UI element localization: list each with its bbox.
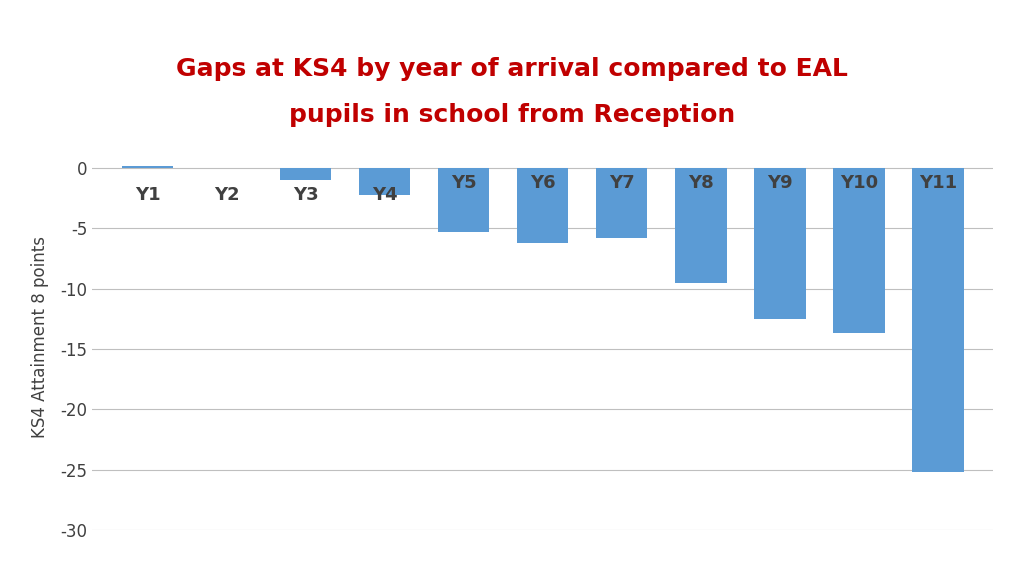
- Bar: [754, 168, 806, 319]
- Bar: [359, 168, 411, 195]
- Text: Y7: Y7: [609, 174, 635, 192]
- Text: Y5: Y5: [451, 174, 476, 192]
- Bar: [675, 168, 726, 283]
- Bar: [517, 168, 568, 243]
- Text: Y2: Y2: [214, 186, 240, 204]
- Text: Y3: Y3: [293, 186, 318, 204]
- Bar: [834, 168, 885, 334]
- Text: Y6: Y6: [529, 174, 556, 192]
- Bar: [122, 166, 173, 168]
- Text: Y11: Y11: [919, 174, 957, 192]
- Text: Y10: Y10: [840, 174, 878, 192]
- Text: Y8: Y8: [688, 174, 714, 192]
- Text: Y4: Y4: [372, 186, 397, 204]
- Text: Y1: Y1: [135, 186, 161, 204]
- Bar: [280, 168, 332, 180]
- Y-axis label: KS4 Attainment 8 points: KS4 Attainment 8 points: [31, 236, 49, 438]
- Text: pupils in school from Reception: pupils in school from Reception: [289, 103, 735, 127]
- Bar: [596, 168, 647, 238]
- Bar: [912, 168, 964, 472]
- Bar: [438, 168, 489, 232]
- Text: Gaps at KS4 by year of arrival compared to EAL: Gaps at KS4 by year of arrival compared …: [176, 57, 848, 81]
- Text: Y9: Y9: [767, 174, 793, 192]
